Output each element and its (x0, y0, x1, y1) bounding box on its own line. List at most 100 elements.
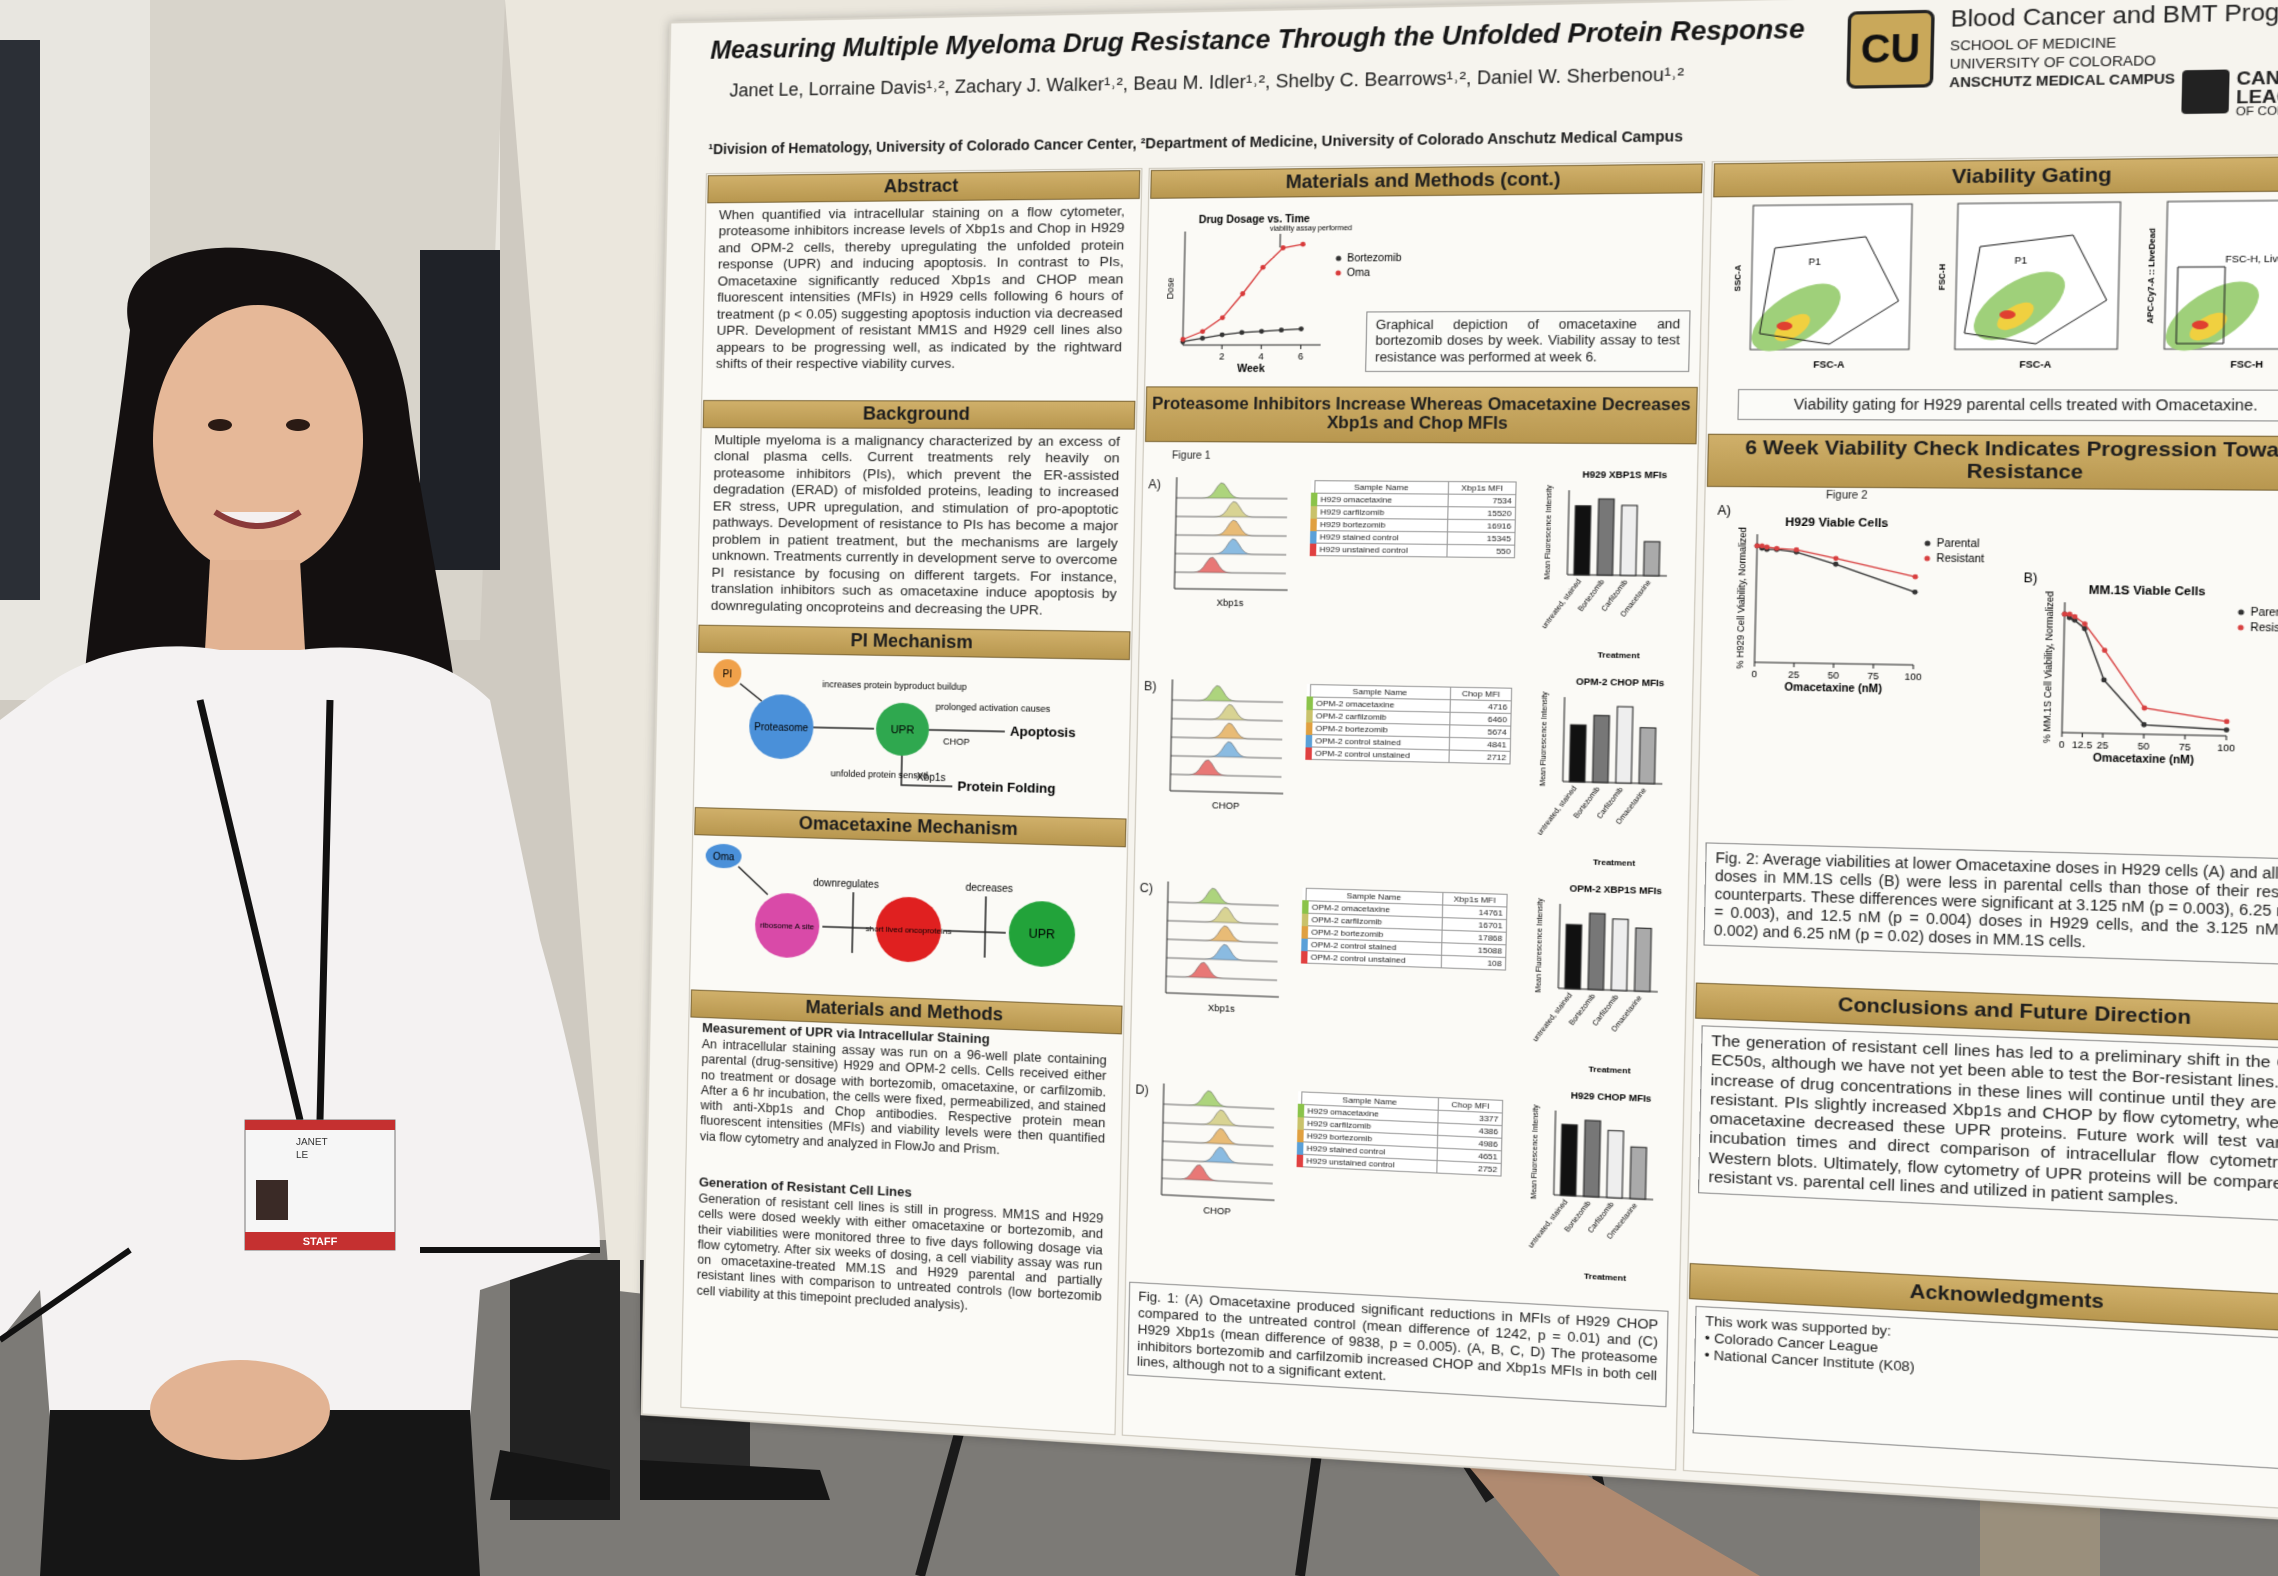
histogram (1176, 501, 1287, 517)
data-point (1199, 335, 1206, 341)
legend-entry: Parental (1937, 538, 1980, 550)
data-point (2223, 718, 2230, 725)
panel-letter: A) (1148, 477, 1162, 492)
bar (1607, 1130, 1624, 1198)
bar (1588, 913, 1605, 990)
data-point (1219, 332, 1225, 338)
mfi-value: 2712 (1448, 749, 1511, 764)
x-axis-label: Treatment (1588, 1064, 1631, 1075)
y-axis-label: Mean Fluorescence Intensity (1531, 1104, 1541, 1199)
sample-table: Sample Name Chop MFI H929 omacetaxine 3377 H… (1296, 1091, 1504, 1177)
x-axis-label: Treatment (1597, 650, 1640, 660)
sample-table: Sample Name Xbp1s MFI H929 omacetaxine 7534… (1309, 480, 1517, 559)
bar (1560, 1124, 1577, 1196)
data-point (1260, 264, 1266, 270)
bar (1611, 919, 1628, 991)
bar (1620, 505, 1637, 575)
gating-plot: P1 FSC-A FSC-H (1937, 202, 2126, 370)
mfi-bar-chart: OPM-2 XBP1S MFIs Mean Fluorescence Intens… (1532, 883, 1662, 1076)
data-point (1912, 574, 1919, 580)
series-line (2062, 614, 2229, 730)
gating-plot: P1 FSC-A SSC-A (1732, 204, 1918, 370)
panel-letter: D) (1135, 1082, 1149, 1098)
series-line (1756, 546, 1916, 592)
x-axis-label: Omacetaxine (nM) (1784, 682, 1882, 696)
histogram (1167, 924, 1278, 943)
mfi-value: 15345 (1447, 531, 1516, 546)
chart-title: H929 XBP1S MFIs (1582, 469, 1667, 480)
diagram-label: downregulates (813, 878, 879, 891)
table-header-cell: Xbp1s MFI (1448, 481, 1517, 495)
node (705, 843, 742, 869)
x-tick-label: 50 (1828, 670, 1840, 681)
x-axis-label: Xbp1s (1208, 1003, 1236, 1014)
section-text: Generation of resistant cell lines is st… (696, 1191, 1104, 1313)
histogram (1176, 483, 1287, 499)
x-tick-label: 25 (2097, 740, 2109, 751)
node (875, 896, 942, 964)
mfi-value: 4716 (1449, 699, 1512, 714)
x-axis-label: Treatment (1593, 857, 1636, 868)
histogram (1176, 520, 1287, 536)
sample-name: OPM-2 control unstained (1308, 746, 1450, 763)
chart-title: H929 Viable Cells (1785, 516, 1888, 530)
diagram-label: CHOP (943, 736, 970, 747)
bystander (420, 250, 500, 570)
axis (1755, 534, 1917, 665)
legend-marker (1335, 270, 1341, 276)
histogram-stack: CHOP (1156, 1073, 1286, 1217)
y-axis-label: SSC-A (1732, 265, 1743, 292)
plot-frame (1750, 204, 1912, 350)
legend-entry: Resistant (1936, 553, 1984, 565)
mfi-value: 16916 (1447, 519, 1516, 533)
panel-letter: C) (1139, 880, 1154, 896)
mfi-value: 108 (1440, 955, 1506, 971)
diagram-label: unfolded protein sensed (831, 768, 929, 781)
data-point (1280, 245, 1286, 251)
section-heading: Background (702, 400, 1136, 430)
y-axis-label: FSC-H (1937, 264, 1948, 291)
legend-entry: Bortezomib (1347, 253, 1402, 265)
figure-label: Figure 1 (1171, 450, 1211, 462)
diagram-label: decreases (965, 882, 1013, 895)
figure-caption: Viability gating for H929 parental cells… (1737, 389, 2278, 422)
table-header-cell: Chop MFI (1450, 687, 1512, 701)
x-axis-label: CHOP (1212, 800, 1240, 811)
bar (1593, 715, 1610, 782)
table-header-cell: Sample Name (1314, 480, 1449, 495)
diagram-label: Protein Folding (957, 778, 1055, 796)
x-axis-label: Omacetaxine (nM) (2093, 753, 2194, 767)
bar (1574, 506, 1591, 575)
panel-letter: B) (2023, 570, 2037, 585)
histogram (1162, 1144, 1273, 1164)
histogram (1175, 557, 1286, 574)
node-label: UPR (1029, 926, 1056, 941)
node-label: short lived oncoproteins (866, 924, 952, 936)
x-axis-label: Week (1237, 364, 1265, 375)
histogram (1171, 722, 1282, 740)
histogram-stack: Xbp1s (1168, 467, 1298, 608)
sample-name: H929 carfilzomib (1313, 505, 1449, 520)
x-tick-label: 100 (2217, 742, 2235, 753)
data-point (2223, 727, 2230, 733)
axis (2062, 602, 2229, 736)
sample-name: H929 bortezomib (1313, 518, 1448, 532)
section-heading: Proteasome Inhibitors Increase Whereas O… (1145, 386, 1698, 445)
left-banner (0, 40, 40, 600)
section-heading: Abstract (707, 170, 1141, 204)
data-point (1832, 561, 1839, 567)
histogram (1167, 943, 1278, 962)
y-axis-label: Mean Fluorescence Intensity (1544, 485, 1554, 580)
mfi-bar-chart: H929 CHOP MFIs Mean Fluorescence Intensit… (1527, 1090, 1678, 1283)
bar (1616, 707, 1633, 784)
data-point (1912, 589, 1918, 595)
mfi-value: 7534 (1448, 494, 1516, 508)
chart-title: MM.1S Viable Cells (2089, 584, 2206, 599)
sample-name: H929 unstained control (1312, 543, 1448, 558)
y-axis-label: APC-Cy7-A :: LiveDead (2145, 228, 2158, 324)
diagram-label: prolonged activation causes (935, 702, 1050, 715)
sample-table: Sample Name Xbp1s MFI OPM-2 omacetaxine 147… (1300, 887, 1508, 971)
data-point (1754, 543, 1760, 549)
legend-marker (1335, 255, 1342, 262)
diagram-label: Apoptosis (1010, 723, 1076, 740)
